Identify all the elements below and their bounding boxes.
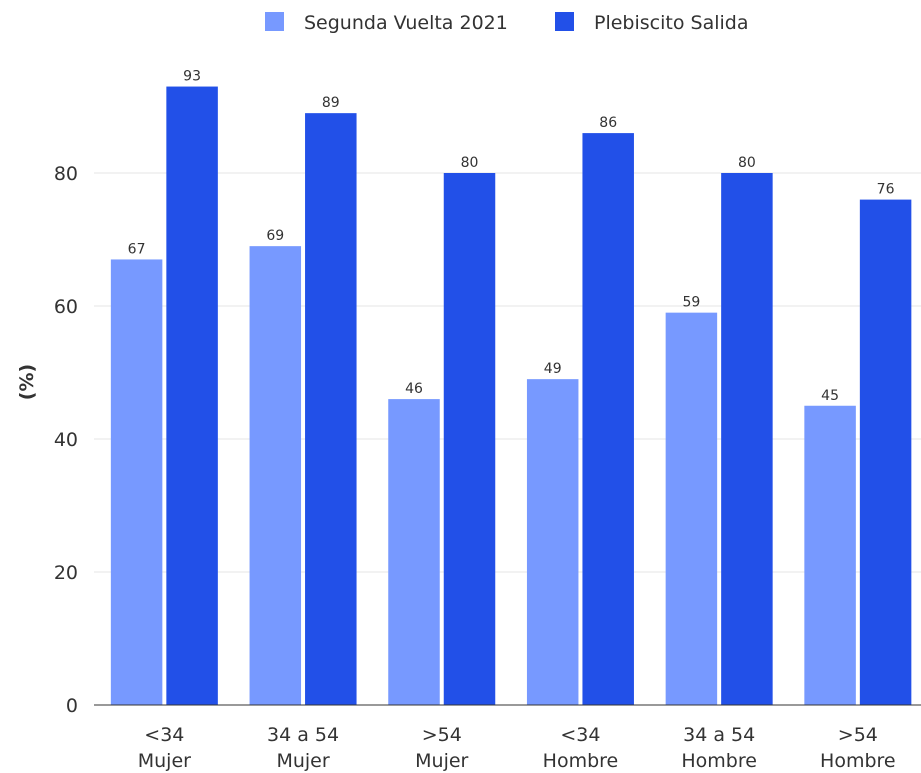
gridlines [94, 172, 921, 573]
legend[interactable]: Segunda Vuelta 2021 Plebiscito Salida [265, 12, 748, 34]
data-labels: 67 93 69 89 46 80 49 86 59 80 45 76 [128, 69, 895, 404]
data-label: 59 [682, 295, 700, 311]
x-tick-label: Hombre [543, 750, 619, 772]
bar[interactable] [249, 246, 302, 705]
y-tick-label: 80 [54, 163, 78, 185]
data-label: 46 [405, 381, 423, 397]
data-label: 89 [322, 95, 340, 111]
bars [110, 86, 912, 706]
bar[interactable] [804, 405, 856, 705]
bar[interactable] [166, 86, 218, 706]
y-axis-title: (%) [16, 364, 38, 400]
data-label: 80 [738, 155, 756, 171]
x-tick-label: Mujer [276, 750, 329, 772]
y-tick-label: 40 [54, 429, 78, 451]
x-tick-label: >54 [422, 724, 462, 746]
x-tick-label: >54 [838, 724, 878, 746]
data-label: 67 [128, 241, 146, 257]
y-tick-label: 60 [54, 296, 78, 318]
legend-label-plebiscito-salida[interactable]: Plebiscito Salida [594, 12, 748, 34]
bar[interactable] [721, 173, 773, 705]
data-label: 80 [461, 155, 479, 171]
legend-label-segunda-vuelta[interactable]: Segunda Vuelta 2021 [304, 12, 508, 34]
y-tick-label: 0 [66, 695, 78, 717]
data-label: 45 [821, 388, 839, 404]
x-tick-label: <34 [144, 724, 184, 746]
legend-swatch-segunda-vuelta[interactable] [265, 12, 284, 31]
bar[interactable] [305, 113, 357, 705]
bar[interactable] [443, 173, 496, 705]
bar[interactable] [665, 312, 718, 705]
y-tick-label: 20 [54, 562, 78, 584]
x-tick-label: <34 [560, 724, 600, 746]
x-tick-label: Hombre [681, 750, 757, 772]
data-label: 69 [266, 228, 284, 244]
data-label: 86 [599, 115, 617, 131]
x-tick-label: Mujer [138, 750, 191, 772]
x-tick-label: 34 a 54 [683, 724, 755, 746]
bar[interactable] [388, 399, 440, 705]
x-axis-ticks: <34 Mujer 34 a 54 Mujer >54 Mujer <34 Hombre 34 … [138, 724, 896, 772]
bar[interactable] [859, 199, 912, 705]
data-label: 93 [183, 69, 201, 85]
x-tick-label: Hombre [820, 750, 896, 772]
y-axis-ticks: 0 20 40 60 80 [54, 163, 78, 717]
legend-swatch-plebiscito-salida[interactable] [555, 12, 574, 31]
bar[interactable] [110, 259, 163, 705]
bar[interactable] [582, 133, 634, 706]
bar[interactable] [526, 379, 579, 705]
x-tick-label: 34 a 54 [267, 724, 339, 746]
x-tick-label: Mujer [415, 750, 468, 772]
data-label: 76 [877, 182, 895, 198]
data-label: 49 [544, 361, 562, 377]
